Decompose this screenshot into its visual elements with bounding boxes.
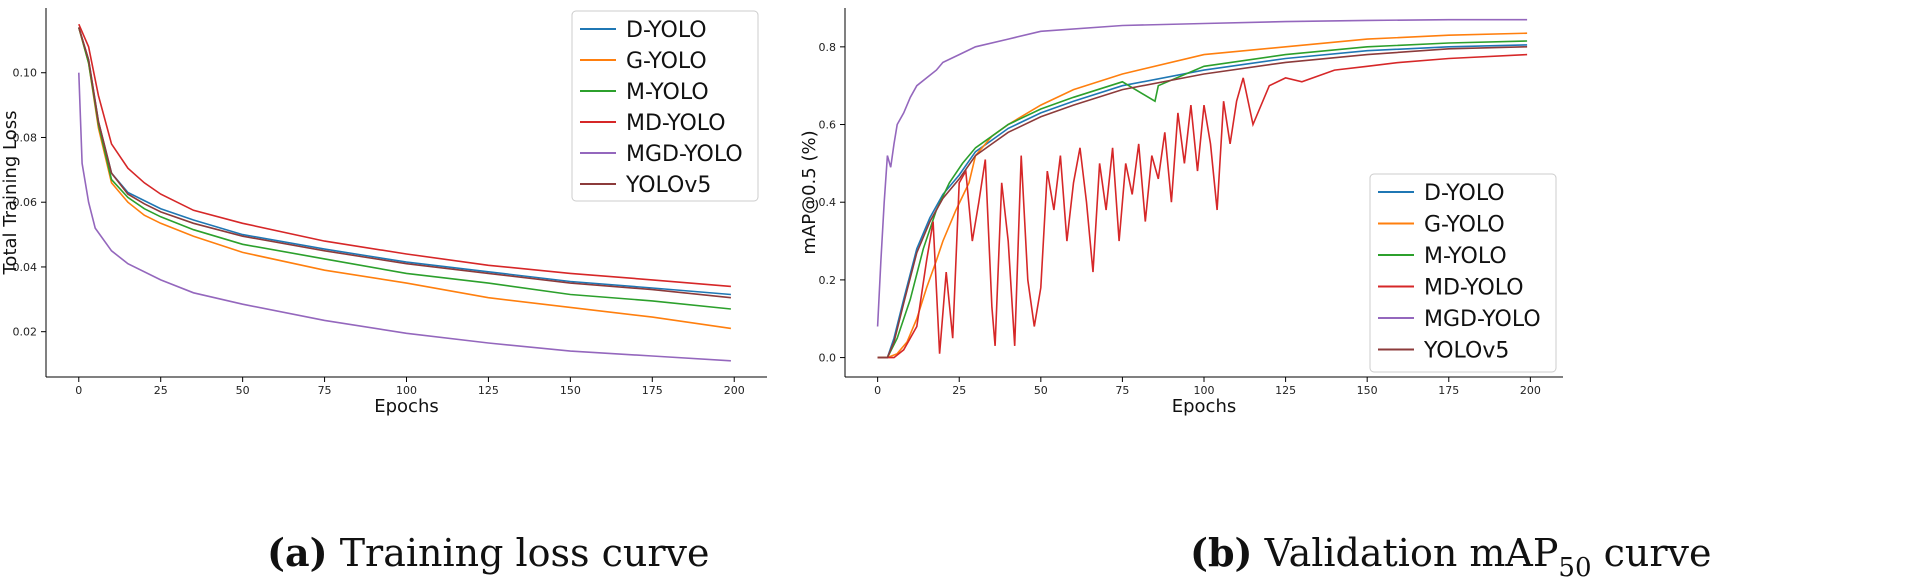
y-axis-label: Total Training Loss [0,111,21,276]
legend-box [571,10,759,202]
x-tick-label: 0 [75,384,82,397]
legend-label-g-yolo: G-YOLO [1424,213,1505,238]
legend-label-m-yolo: M-YOLO [1424,244,1507,269]
x-tick-label: 25 [952,384,966,397]
x-tick-label: 50 [1034,384,1048,397]
y-tick-label: 0.2 [819,274,837,287]
legend-box [1369,173,1557,373]
training-loss-chart: 0 25 50 75 100 125 150 175 200 0.02 0.04 0.06 0.08 0.… [0,8,767,417]
x-axis-label: Epochs [374,396,439,417]
legend: D-YOLO G-YOLO M-YOLO MD-YOLO MGD-YOLO YOLOv5 [1369,173,1557,373]
legend-label-mgd-yolo: MGD-YOLO [1424,307,1541,332]
legend-label-md-yolo: MD-YOLO [1424,276,1524,301]
caption-a: (a) Training loss curve [267,530,710,575]
caption-a-prefix: (a) [267,530,328,575]
x-tick-label: 200 [724,384,745,397]
y-tick-label: 0.02 [13,326,38,339]
series-line-m-yolo [877,40,1528,359]
series-line-m-yolo [78,27,731,310]
legend-label-d-yolo: D-YOLO [626,18,707,43]
x-tick-label: 200 [1520,384,1541,397]
caption-b-suffix: curve [1604,531,1712,575]
series-line-yolov5 [877,46,1528,359]
x-axis-label: Epochs [1172,396,1237,417]
legend-label-mgd-yolo: MGD-YOLO [626,142,743,167]
y-tick-label: 0.8 [819,41,837,54]
series-line-md-yolo [78,23,731,288]
x-tick-label: 50 [236,384,250,397]
x-tick-label: 125 [1275,384,1296,397]
caption-b-main: Validation mAP [1264,531,1559,575]
legend: D-YOLO G-YOLO M-YOLO MD-YOLO MGD-YOLO YOLOv5 [571,10,759,202]
series-line-mgd-yolo [78,72,731,362]
x-tick-label: 75 [318,384,332,397]
x-tick-label: 150 [1357,384,1378,397]
legend-label-d-yolo: D-YOLO [1424,181,1505,206]
caption-b-prefix: (b) [1190,530,1253,575]
x-tick-label: 100 [1194,384,1215,397]
legend-label-yolov5: YOLOv5 [1423,339,1509,364]
y-tick-label: 0.4 [819,196,837,209]
x-tick-label: 175 [1438,384,1459,397]
series-line-mgd-yolo [876,18,1528,327]
y-tick-label: 0.04 [13,261,38,274]
legend-label-g-yolo: G-YOLO [626,49,707,74]
y-tick-label: 0.6 [819,119,837,132]
x-tick-label: 175 [642,384,663,397]
legend-label-yolov5: YOLOv5 [625,173,711,198]
y-tick-label: 0.08 [13,131,38,144]
caption-b-sub: 50 [1558,553,1591,579]
caption-a-text: Training loss curve [340,531,710,575]
y-tick-label: 0.0 [819,352,837,365]
legend-label-md-yolo: MD-YOLO [626,111,726,136]
x-tick-label: 0 [874,384,881,397]
validation-map-chart: 0 25 50 75 100 125 150 175 200 0.0 0.2 0.4 0.6 0.8 Epo… [799,8,1563,417]
series-line-md-yolo [877,53,1528,359]
y-tick-label: 0.06 [13,196,38,209]
y-axis-label: mAP@0.5 (%) [799,130,820,254]
series-line-yolov5 [78,27,731,299]
x-tick-label: 125 [478,384,499,397]
x-tick-label: 25 [154,384,168,397]
legend-label-m-yolo: M-YOLO [626,80,709,105]
x-tick-label: 75 [1115,384,1129,397]
caption-b: (b) Validation mAP50 curve [1190,530,1712,579]
x-tick-label: 100 [396,384,417,397]
x-tick-label: 150 [560,384,581,397]
series-line-d-yolo [877,44,1528,359]
y-tick-label: 0.10 [13,67,38,80]
